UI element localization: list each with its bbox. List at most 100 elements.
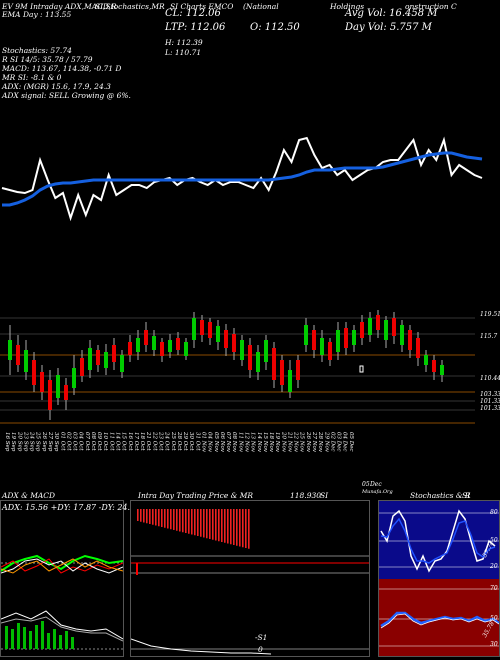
intraday-bar	[164, 509, 166, 528]
candle-body	[408, 330, 412, 350]
candle-body	[24, 350, 28, 372]
x-footer-2: Dec	[370, 481, 382, 488]
candle-body	[352, 330, 356, 345]
x-tick-label: 20 Nov	[280, 431, 286, 453]
x-tick-label: 27 Nov	[311, 431, 317, 453]
x-tick-label: 22 Nov	[293, 431, 299, 453]
x-tick-label: 14 Oct	[115, 432, 121, 451]
rsi-level-30: 30	[490, 641, 498, 648]
candle-body	[304, 325, 308, 345]
candle-body	[416, 338, 420, 358]
intraday-bar	[167, 509, 169, 529]
intraday-bar	[137, 509, 139, 521]
x-tick-label: 21 Oct	[145, 431, 151, 451]
intraday-bar	[236, 509, 238, 546]
x-tick-label: 05 Nov	[213, 432, 219, 453]
candle-body	[392, 318, 396, 336]
candle-body	[288, 370, 292, 392]
open-label: O: 112.50	[250, 22, 300, 33]
x-tick-label: 23 Oct	[158, 431, 164, 451]
intraday-chart	[131, 501, 369, 656]
intraday-bar	[146, 509, 148, 524]
intraday-bar	[155, 509, 157, 526]
stoch-panel-title: Stochastics & R	[410, 491, 471, 500]
x-tick-label: 20 Sep	[16, 431, 22, 452]
intraday-bar	[215, 509, 217, 541]
candle-body	[200, 320, 204, 335]
x-tick-label: 06 Nov	[219, 432, 225, 453]
candle-body	[424, 355, 428, 365]
candle-body	[168, 340, 172, 352]
intraday-panel-title: Intra Day Trading Price & MR	[138, 491, 254, 500]
candle-body	[312, 330, 316, 350]
candlesticks	[8, 310, 444, 420]
candle-body	[256, 352, 260, 372]
candle-body	[64, 385, 68, 400]
rsi-level-70: 70	[490, 585, 498, 592]
stoch-suffix: SI	[462, 491, 471, 500]
x-axis-labels: 16 Sep 19 Sep 20 Sep 23 Sep 24 Sep 25 Sep 26 S…	[4, 431, 354, 453]
x-tick-label: 27 Sep	[47, 431, 53, 452]
x-tick-label: 25 Oct	[170, 431, 176, 451]
level-label-5: 101.33	[480, 398, 500, 405]
candle-body	[112, 345, 116, 362]
x-tick-label: 12 Nov	[243, 432, 249, 453]
candle-body	[440, 365, 444, 375]
candle-body	[264, 340, 268, 362]
price-line	[1, 136, 483, 222]
adx-chart	[1, 501, 123, 656]
stat-stochastics: Stochastics: 57.74	[2, 46, 72, 55]
intraday-bar	[227, 509, 229, 544]
x-tick-label: 18 Oct	[139, 432, 145, 451]
x-tick-label: 28 Oct	[176, 431, 182, 451]
x-tick-label: 29 Nov	[323, 431, 329, 453]
stat-mrsi: MR SI: -8.1 & 0	[2, 73, 62, 82]
x-tick-label: 02 Dec	[329, 432, 335, 452]
candle-body	[320, 338, 324, 355]
stat-adx: ADX: (MGR) 15.6, 17.9, 24.3	[2, 82, 111, 91]
x-tick-label: 07 Nov	[225, 432, 231, 453]
candle-body	[272, 348, 276, 380]
candle-body	[432, 360, 436, 372]
x-tick-label: 08 Oct	[90, 432, 96, 451]
intraday-bar	[191, 509, 193, 535]
candle-body	[192, 318, 196, 340]
x-tick-label: 01 Oct	[59, 432, 65, 451]
level-label-3: 110.44	[480, 375, 500, 382]
x-tick-label: 24 Oct	[164, 431, 170, 451]
candle-body	[56, 375, 60, 398]
candle-body	[176, 338, 180, 350]
candle-body	[360, 322, 364, 338]
header-title-3: SI Charts EMCO	[170, 2, 234, 11]
main-chart: 16 Sep 19 Sep 20 Sep 23 Sep 24 Sep 25 Sep 26 S…	[0, 136, 483, 453]
stat-macd: MACD: 113.67, 114.38, -0.71 D	[2, 64, 122, 73]
intraday-label-s1: -S1	[255, 633, 268, 642]
candle-body	[280, 360, 284, 385]
level-label-6: 101.33	[480, 405, 500, 412]
intraday-bar	[173, 509, 175, 530]
x-tick-label: 15 Oct	[121, 432, 127, 451]
intraday-bar	[170, 509, 172, 530]
level-label-1: 119.51	[480, 311, 500, 318]
x-tick-label: 25 Sep	[35, 431, 41, 452]
intraday-bar	[248, 509, 250, 549]
header-title-2: SI,Stochastics,MR	[95, 2, 165, 11]
stoch-level-80: 80	[490, 509, 498, 516]
x-footer-1: 05	[362, 481, 370, 488]
ema-line	[2, 151, 483, 207]
x-tick-label: 30 Oct	[188, 432, 194, 451]
x-tick-label: 04 Oct	[78, 432, 84, 451]
candle-body	[336, 330, 340, 352]
candle-body	[128, 342, 132, 355]
x-tick-label: 21 Nov	[286, 431, 292, 453]
candle-body	[240, 340, 244, 360]
intraday-bar	[242, 509, 244, 548]
candle-body	[16, 345, 20, 365]
header-title-4: (National	[243, 2, 279, 11]
candle-body	[328, 342, 332, 360]
high-label: H: 112.39	[165, 38, 203, 47]
x-tick-label: 10 Oct	[102, 432, 108, 451]
x-tick-label: 01 Nov	[200, 432, 206, 453]
intraday-bar	[230, 509, 232, 545]
intraday-bar	[224, 509, 226, 543]
